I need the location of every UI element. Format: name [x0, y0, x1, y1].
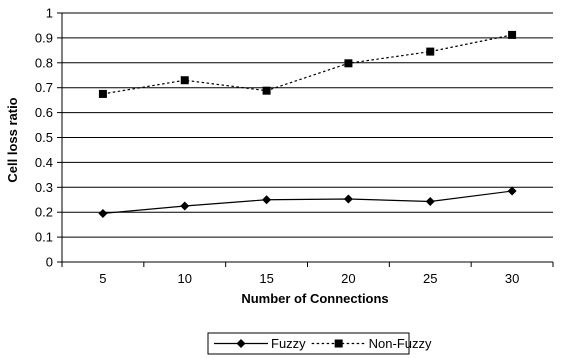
legend-marker [236, 339, 246, 348]
x-tick-label: 5 [99, 271, 106, 286]
data-point [98, 89, 107, 98]
data-point [508, 30, 517, 39]
legend-item-fuzzy: Fuzzy [214, 336, 306, 351]
x-tick-label: 30 [505, 271, 519, 286]
data-point [507, 186, 517, 196]
series-line [102, 34, 513, 95]
x-tick-label: 20 [341, 271, 355, 286]
legend-label: Non-Fuzzy [369, 336, 432, 351]
y-axis-ticks: 0 0.1 0.2 0.3 0.4 0.5 0.6 0.7 0.8 0.9 1 [35, 6, 62, 270]
x-axis-ticks: 5 10 15 20 25 30 [61, 262, 554, 286]
y-tick-label: 0.2 [35, 205, 53, 220]
data-point [180, 201, 190, 211]
data-point [425, 196, 435, 206]
data-point [262, 86, 271, 95]
x-tick-label: 10 [178, 271, 192, 286]
y-tick-label: 0.7 [35, 80, 53, 95]
y-tick-label: 0.1 [35, 230, 53, 245]
data-point [98, 208, 108, 218]
y-tick-label: 0 [46, 255, 53, 270]
data-point [180, 76, 189, 85]
data-point [262, 195, 272, 205]
series-non-fuzzy [98, 30, 517, 98]
legend-label: Fuzzy [271, 336, 306, 351]
legend: Fuzzy Non-Fuzzy [207, 332, 432, 355]
data-point [343, 194, 353, 204]
y-tick-label: 0.8 [35, 55, 53, 70]
x-tick-label: 25 [423, 271, 437, 286]
x-axis-title: Number of Connections [241, 291, 388, 306]
grid-lines [62, 12, 553, 238]
legend-box [207, 332, 410, 355]
y-tick-label: 0.4 [35, 155, 53, 170]
x-tick-label: 15 [259, 271, 273, 286]
y-tick-label: 0.3 [35, 180, 53, 195]
data-point [344, 59, 353, 68]
y-tick-label: 0.9 [35, 30, 53, 45]
y-tick-label: 0.6 [35, 105, 53, 120]
legend-marker [334, 339, 343, 348]
y-tick-label: 0.5 [35, 130, 53, 145]
series-line [102, 190, 513, 215]
axes [61, 13, 553, 263]
data-point [426, 47, 435, 56]
y-tick-label: 1 [46, 6, 53, 21]
series-fuzzy [98, 186, 517, 218]
series-group [98, 30, 517, 218]
legend-item-non-fuzzy: Non-Fuzzy [311, 336, 432, 351]
y-axis-title: Cell loss ratio [5, 97, 20, 182]
